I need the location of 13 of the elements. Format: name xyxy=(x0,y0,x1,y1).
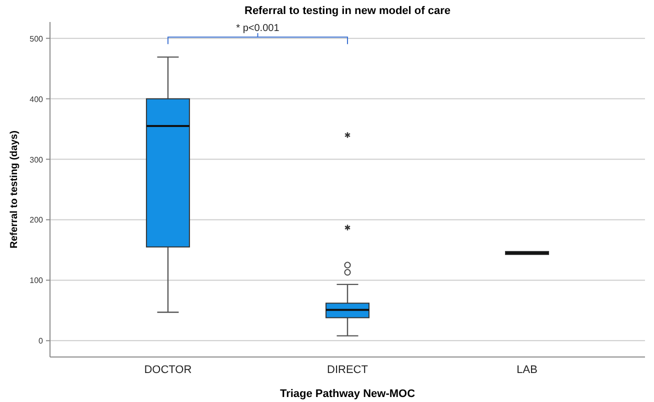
annotation: * p<0.001 xyxy=(236,23,280,34)
x-axis-title: Triage Pathway New-MOC xyxy=(280,388,416,400)
y-axis-title: Referral to testing (days) xyxy=(9,130,20,248)
y-tick-label: 500 xyxy=(30,34,44,44)
y-tick-label: 200 xyxy=(30,216,44,225)
y-tick-label: 400 xyxy=(30,94,44,104)
x-tick-label: DIRECT xyxy=(327,364,368,376)
chart-title: Referral to testing in new model of care xyxy=(244,5,450,17)
x-tick-label: LAB xyxy=(516,364,538,376)
y-tick-label: 300 xyxy=(30,155,44,164)
y-tick-label: 100 xyxy=(30,276,44,286)
x-tick-label: DOCTOR xyxy=(144,364,192,376)
y-tick-label: 0 xyxy=(38,336,44,346)
